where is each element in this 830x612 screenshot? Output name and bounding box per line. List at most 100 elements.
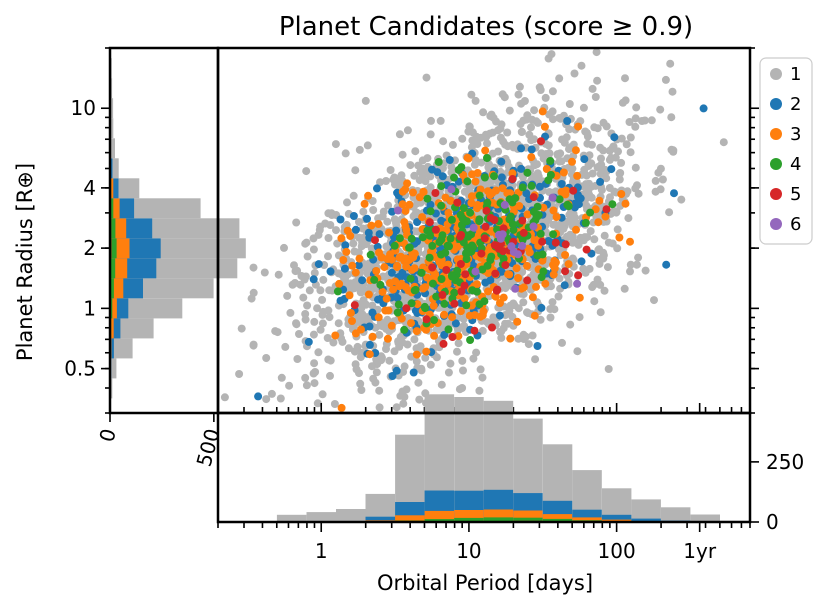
point-series-4	[430, 316, 438, 324]
x-tick-label: 1yr	[683, 539, 717, 563]
point-series-1	[520, 97, 529, 105]
point-series-1	[403, 126, 412, 135]
point-series-3	[496, 299, 504, 307]
point-series-3	[528, 293, 537, 302]
point-series-1	[311, 368, 320, 376]
point-series-4	[437, 275, 446, 283]
point-series-2	[326, 267, 335, 276]
point-series-5	[453, 198, 462, 207]
point-series-3	[571, 146, 580, 155]
point-series-1	[590, 297, 599, 306]
point-series-6	[529, 222, 538, 231]
point-series-1	[332, 226, 340, 235]
point-series-1	[426, 360, 435, 369]
point-series-5	[456, 232, 465, 241]
point-series-1	[582, 201, 591, 210]
point-series-5	[422, 315, 431, 324]
point-series-5	[519, 228, 528, 237]
point-series-4	[366, 250, 375, 259]
point-series-1	[334, 269, 343, 278]
point-series-5	[499, 224, 508, 233]
period-hist-tick-label: 250	[766, 450, 804, 474]
point-series-3	[525, 248, 534, 257]
y-tick-label: 0.5	[64, 357, 96, 381]
point-series-1	[235, 370, 244, 378]
point-series-4	[536, 229, 545, 238]
point-series-2	[563, 117, 572, 125]
point-series-5	[481, 222, 490, 231]
point-series-2	[426, 200, 435, 209]
point-series-1	[292, 218, 301, 227]
period-bar-series-3	[572, 517, 602, 522]
point-series-1	[656, 105, 665, 114]
point-series-1	[369, 206, 378, 214]
point-series-4	[426, 231, 434, 240]
point-series-3	[621, 199, 630, 208]
point-series-1	[615, 169, 624, 178]
point-series-1	[634, 253, 643, 262]
point-series-2	[577, 257, 586, 266]
point-series-5	[523, 276, 532, 285]
point-series-1	[260, 268, 269, 277]
point-series-2	[533, 342, 542, 350]
period-bar-series-3	[395, 515, 425, 522]
point-series-4	[425, 253, 434, 262]
point-series-4	[418, 233, 427, 242]
point-series-1	[330, 400, 339, 408]
point-series-1	[467, 90, 476, 99]
point-series-2	[699, 104, 708, 113]
point-series-3	[378, 287, 387, 296]
radius-bar-series-4	[110, 218, 116, 239]
point-series-1	[588, 84, 597, 93]
point-series-1	[267, 389, 276, 398]
point-series-1	[220, 393, 229, 402]
point-series-4	[527, 181, 536, 190]
point-series-1	[399, 399, 408, 408]
point-series-1	[579, 103, 588, 112]
point-series-2	[340, 264, 349, 273]
legend-box	[759, 57, 813, 245]
legend-entries: 1 2 3 4 5 6	[770, 64, 801, 235]
point-series-1	[292, 320, 301, 329]
point-series-1	[384, 201, 393, 210]
legend-marker-series-1	[770, 68, 782, 80]
point-series-1	[620, 284, 629, 293]
point-series-5	[470, 326, 479, 335]
point-series-1	[602, 122, 611, 131]
point-series-1	[446, 359, 455, 368]
point-series-3	[374, 220, 383, 228]
point-series-1	[593, 76, 602, 85]
point-series-3	[523, 210, 532, 219]
point-series-1	[530, 106, 539, 115]
point-series-1	[665, 208, 674, 217]
point-series-1	[453, 347, 461, 356]
point-series-1	[262, 354, 271, 362]
period-histogram-bars	[276, 394, 750, 522]
point-series-3	[389, 285, 398, 294]
point-series-4	[370, 275, 379, 284]
point-series-1	[343, 270, 352, 279]
point-series-4	[523, 168, 532, 177]
point-series-6	[548, 193, 557, 202]
point-series-3	[364, 191, 373, 200]
point-series-3	[626, 237, 634, 246]
point-series-1	[568, 238, 577, 247]
point-series-3	[595, 196, 604, 205]
point-series-3	[402, 262, 411, 271]
point-series-5	[482, 206, 491, 215]
point-series-1	[303, 252, 312, 261]
point-series-1	[604, 238, 613, 247]
period-bar-series-3	[542, 514, 573, 522]
series-4-points	[333, 154, 617, 344]
point-series-1	[338, 337, 347, 346]
point-series-1	[324, 306, 333, 315]
point-series-1	[604, 365, 613, 373]
radius-histogram: 0.5 1 2 4 10 0 500	[64, 47, 246, 469]
point-series-3	[441, 193, 450, 202]
point-series-2	[304, 337, 313, 346]
point-series-1	[588, 169, 597, 178]
point-series-4	[534, 211, 543, 219]
point-series-3	[440, 310, 449, 319]
point-series-1	[414, 161, 423, 170]
point-series-1	[587, 159, 596, 168]
